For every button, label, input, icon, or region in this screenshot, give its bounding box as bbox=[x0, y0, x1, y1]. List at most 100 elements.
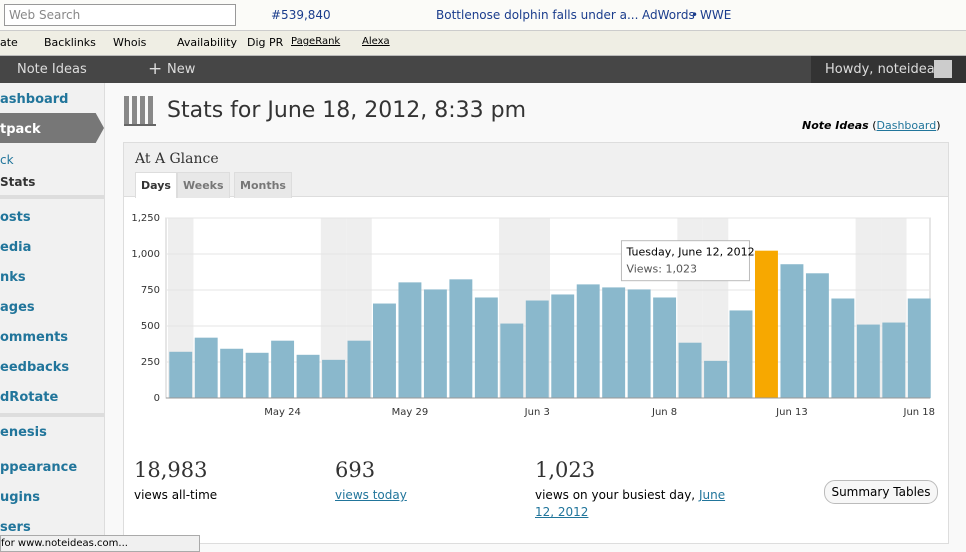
tab[interactable]: Days bbox=[135, 172, 177, 198]
site-name[interactable]: Note Ideas bbox=[17, 62, 87, 77]
x-tick-label: Jun 8 bbox=[651, 407, 677, 418]
admin-bar: Note Ideas New + Howdy, noteideas bbox=[0, 56, 966, 83]
sidebar: ashboard tpack ck Stats osts edia nks ages ommen… bbox=[0, 83, 105, 550]
y-tick-label: 0 bbox=[154, 393, 160, 404]
bar bbox=[653, 297, 677, 398]
panel-title: At A Glance bbox=[135, 151, 219, 167]
summary-button[interactable]: Summary Tables bbox=[824, 480, 938, 504]
bar bbox=[296, 354, 320, 398]
bar bbox=[169, 351, 193, 398]
selected-item-bg bbox=[0, 113, 104, 143]
site: Note Ideas bbox=[802, 119, 869, 132]
x-tick-label: Jun 18 bbox=[903, 407, 936, 418]
bar bbox=[220, 348, 244, 398]
toolbar-item[interactable]: Whois bbox=[113, 36, 147, 49]
bar bbox=[322, 359, 345, 398]
link[interactable]: views today bbox=[335, 488, 407, 502]
separator: • bbox=[691, 8, 699, 22]
summary-label: views today bbox=[335, 487, 535, 504]
menu-item[interactable]: eedbacks bbox=[0, 360, 70, 375]
summary-value: 1,023 bbox=[535, 458, 596, 482]
menu-item[interactable]: ck bbox=[0, 153, 14, 167]
x-tick-label: May 29 bbox=[392, 407, 429, 418]
separator bbox=[0, 413, 104, 417]
tooltip-text: Views: 1,023 bbox=[626, 263, 697, 276]
news[interactable]: Bottlenose dolphin falls under a... bbox=[436, 8, 639, 22]
new[interactable]: New bbox=[167, 62, 196, 77]
menu-item[interactable]: sers bbox=[0, 520, 31, 535]
dashboard-link[interactable]: Dashboard bbox=[876, 119, 937, 132]
menu-item[interactable]: enesis bbox=[0, 425, 47, 440]
adwords[interactable]: AdWords bbox=[642, 8, 695, 22]
page-title: Stats for June 18, 2012, 8:33 pm bbox=[167, 98, 527, 123]
bar bbox=[500, 323, 524, 398]
menu-item[interactable]: nks bbox=[0, 270, 26, 285]
summary-value: 693 bbox=[335, 458, 376, 482]
bar bbox=[755, 250, 778, 398]
summary-value: 18,983 bbox=[134, 458, 208, 482]
menu-item[interactable]: Stats bbox=[0, 175, 36, 189]
bar bbox=[704, 360, 727, 398]
bar bbox=[907, 298, 931, 398]
paren: ( bbox=[872, 119, 877, 132]
howdy[interactable]: Howdy, noteideas bbox=[825, 62, 942, 77]
plus-icon: + bbox=[148, 59, 163, 79]
menu-item[interactable]: omments bbox=[0, 330, 69, 345]
site-link: Note Ideas (Dashboard) bbox=[802, 119, 941, 132]
menu-item[interactable]: edia bbox=[0, 240, 32, 255]
bar bbox=[398, 282, 422, 398]
bar bbox=[474, 297, 498, 398]
menu-item[interactable]: ages bbox=[0, 300, 35, 315]
toolbar-item[interactable]: ate bbox=[0, 36, 18, 49]
menu-item[interactable]: ashboard bbox=[0, 92, 69, 107]
y-tick-label: 750 bbox=[141, 285, 160, 296]
link[interactable]: June 12, 2012 bbox=[535, 488, 726, 519]
search-placeholder: Web Search bbox=[9, 8, 81, 22]
bar bbox=[373, 303, 396, 398]
menu-item[interactable]: dRotate bbox=[0, 390, 59, 405]
wwe[interactable]: WWE bbox=[700, 8, 732, 22]
bar bbox=[805, 273, 829, 398]
bar bbox=[194, 337, 218, 398]
toolbar-item[interactable]: PageRank bbox=[291, 36, 341, 47]
toolbar-item[interactable]: Availability bbox=[177, 36, 237, 49]
bar bbox=[831, 298, 855, 398]
bar bbox=[423, 289, 447, 398]
menu-item[interactable]: tpack bbox=[0, 122, 41, 137]
y-tick-label: 1,000 bbox=[131, 249, 160, 260]
summary-label: views all-time bbox=[134, 487, 334, 504]
account[interactable]: Howdy, noteideas bbox=[811, 56, 966, 83]
menu-item[interactable]: osts bbox=[0, 210, 31, 225]
y-tick-label: 1,250 bbox=[131, 213, 160, 224]
bar bbox=[576, 284, 600, 398]
bar bbox=[271, 340, 295, 398]
tab[interactable]: Months bbox=[234, 172, 292, 198]
search-box[interactable]: Web Search bbox=[4, 4, 236, 26]
bar bbox=[780, 264, 804, 398]
toolbar-2: ate Backlinks Whois Availability Dig PR PageR… bbox=[0, 31, 966, 56]
menu-item[interactable]: ugins bbox=[0, 490, 41, 505]
toolbar-item[interactable]: Dig PR bbox=[247, 36, 284, 49]
avatar bbox=[934, 60, 952, 78]
label: views on your busiest day, bbox=[535, 488, 696, 502]
paren: ) bbox=[936, 119, 941, 132]
bar bbox=[245, 352, 269, 398]
toolbar-item[interactable]: Alexa bbox=[362, 36, 390, 47]
stats-icon bbox=[124, 96, 156, 126]
status-bar: for www.noteideas.com... bbox=[0, 535, 200, 552]
rank[interactable]: #539,840 bbox=[271, 8, 331, 22]
y-tick-label: 500 bbox=[141, 321, 160, 332]
bar bbox=[678, 342, 702, 398]
bar bbox=[729, 310, 753, 398]
toolbar-item[interactable]: Backlinks bbox=[44, 36, 96, 49]
bar bbox=[627, 289, 651, 398]
bar bbox=[551, 294, 575, 398]
tab[interactable]: Weeks bbox=[177, 172, 230, 198]
browser-toolbar: Web Search #539,840 Bottlenose dolphin f… bbox=[0, 0, 966, 31]
tooltip bbox=[620, 240, 750, 282]
label: views all-time bbox=[134, 488, 218, 502]
x-tick-label: Jun 13 bbox=[775, 407, 808, 418]
menu-item[interactable]: ppearance bbox=[0, 460, 78, 475]
bar bbox=[602, 287, 626, 398]
